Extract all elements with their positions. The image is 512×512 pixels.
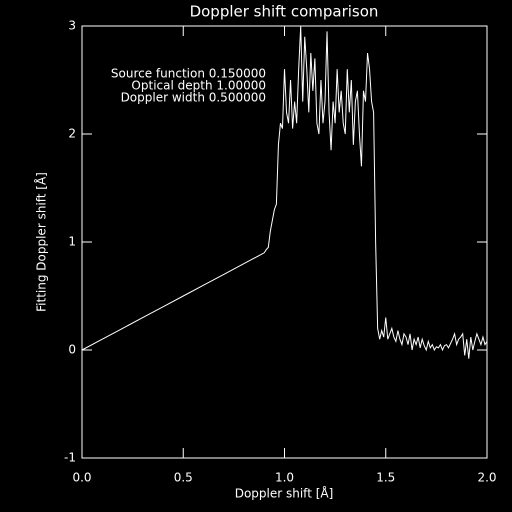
x-tick-label: 1.0 <box>275 471 294 485</box>
annotation: Doppler width 0.500000 <box>121 91 266 105</box>
x-tick-label: 0.0 <box>72 471 91 485</box>
y-tick-label: 3 <box>68 19 76 33</box>
x-tick-label: 2.0 <box>477 471 496 485</box>
annotation: Optical depth 1.00000 <box>131 79 266 93</box>
y-tick-label: 0 <box>68 343 76 357</box>
data-line <box>81 25 488 359</box>
annotation: Source function 0.150000 <box>111 67 266 81</box>
x-tick-label: 0.5 <box>174 471 193 485</box>
x-tick-label: 1.5 <box>376 471 395 485</box>
y-axis-label: Fitting Doppler shift [Å] <box>34 172 49 312</box>
y-tick-label: 1 <box>68 235 76 249</box>
chart-title: Doppler shift comparison <box>190 3 379 21</box>
y-tick-label: -1 <box>64 451 76 465</box>
y-tick-label: 2 <box>68 127 76 141</box>
x-axis-label: Doppler shift [Å] <box>235 486 334 501</box>
